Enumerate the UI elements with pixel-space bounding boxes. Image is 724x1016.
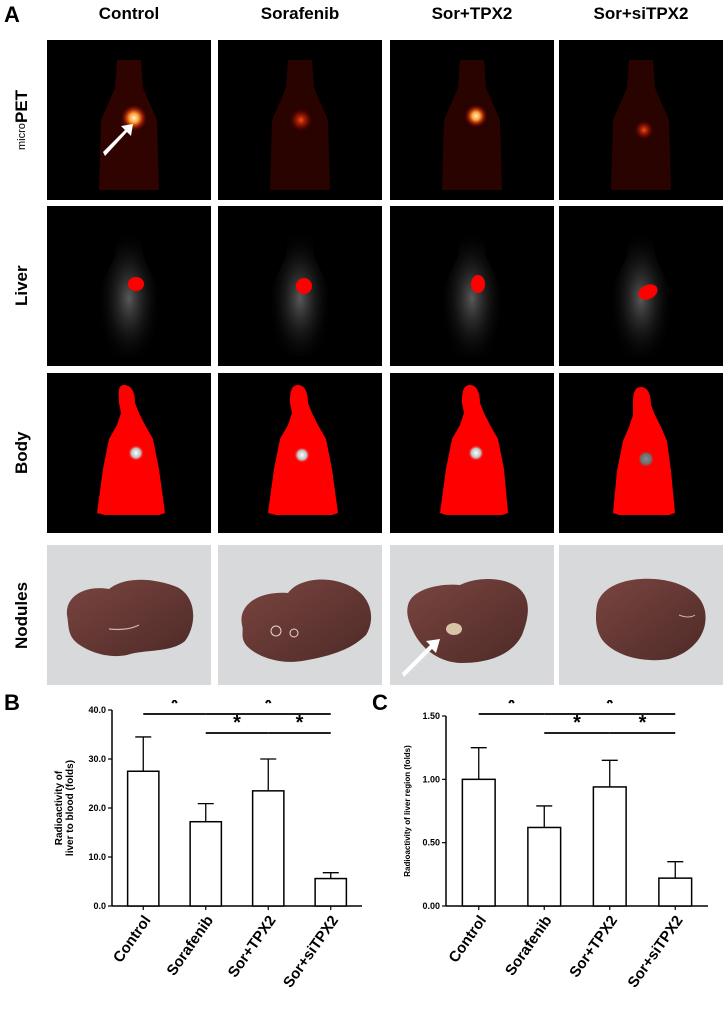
y-axis-label: Radioactivity of liver region (folds) [403,745,412,877]
bar [314,877,348,907]
x-tick-label: Control [446,913,491,966]
row-label-micropet: micro PET [0,40,44,200]
significance-marker: * [233,712,241,734]
x-tick-label: Sor+TPX2 [225,913,280,981]
body-image-sorafenib [218,373,382,533]
x-tick-label: Sor+TPX2 [566,913,621,981]
chart-c-svg: 0.00 0.50 1.00 1.50 Radioactivity of liver r… [403,700,708,991]
y-axis-label: Radioactivity of [54,770,65,845]
liver-image-sorafenib [218,206,382,366]
micropet-image-sor-sitpx2 [559,40,723,200]
bar [126,770,160,907]
significance-marker: * [573,712,581,734]
chart-b: 0.0 10.0 20.0 30.0 40.0 Radioactivity of liver… [0,700,370,1016]
y-tick-label: 10.0 [88,852,106,862]
bar [251,790,285,907]
bar [189,820,223,907]
y-tick-label: 0.50 [422,838,440,848]
x-tick-label: Control [110,913,155,966]
y-tick-label: 0.00 [422,901,440,911]
nodules-image-sor-tpx2 [390,545,554,685]
nodules-image-control [47,545,211,685]
body-image-sor-sitpx2 [559,373,723,533]
bar [592,786,627,907]
panel-label-a: A [4,2,20,27]
bar [658,877,693,907]
column-heading-control: Control [98,4,160,23]
x-tick-label: Sor+siTPX2 [625,913,687,991]
significance-marker: * [639,712,647,734]
bar [461,778,496,907]
significance-marker: * [264,700,272,715]
y-axis-label: liver to blood (folds) [65,760,76,856]
micropet-image-control [47,40,211,200]
arrow-icon [103,124,133,156]
body-image-sor-tpx2 [390,373,554,533]
y-tick-label: 20.0 [88,803,106,813]
x-tick-label: Sorafenib [163,913,217,979]
column-heading-sorafenib: Sorafenib [260,4,340,23]
column-heading-sor-sitpx2: Sor+siTPX2 [593,4,689,23]
x-tick-label: Sorafenib [502,913,556,979]
significance-marker: * [508,700,516,715]
nodules-image-sor-sitpx2 [559,545,723,685]
nodules-image-sorafenib [218,545,382,685]
column-heading-sor-tpx2: Sor+TPX2 [431,4,513,23]
chart-c: 0.00 0.50 1.00 1.50 Radioactivity of liver r… [362,700,724,1016]
body-image-control [47,373,211,533]
row-label-nodules: Nodules [12,581,31,649]
bar [527,826,562,907]
liver-image-control [47,206,211,366]
micropet-image-sorafenib [218,40,382,200]
y-tick-label: 30.0 [88,754,106,764]
x-tick-label: Sor+siTPX2 [280,913,342,991]
significance-marker: * [171,700,179,715]
row-label-liver: Liver [12,265,31,307]
y-tick-label: 0.0 [93,901,106,911]
row-label-body: Body [12,431,31,475]
significance-marker: * [296,712,304,734]
y-tick-label: 40.0 [88,705,106,715]
liver-image-sor-sitpx2 [559,206,723,366]
arrow-icon [402,639,440,677]
y-tick-label: 1.50 [422,711,440,721]
liver-image-sor-tpx2 [390,206,554,366]
panel-label-b: B [4,690,20,715]
panel-label-c: C [372,690,388,715]
significance-marker: * [606,700,614,715]
y-tick-label: 1.00 [422,774,440,784]
micropet-image-sor-tpx2 [390,40,554,200]
pet-label: PET [12,90,31,124]
micro-prefix: micro [16,123,28,150]
chart-b-svg: 0.0 10.0 20.0 30.0 40.0 Radioactivity of liver… [54,700,362,991]
